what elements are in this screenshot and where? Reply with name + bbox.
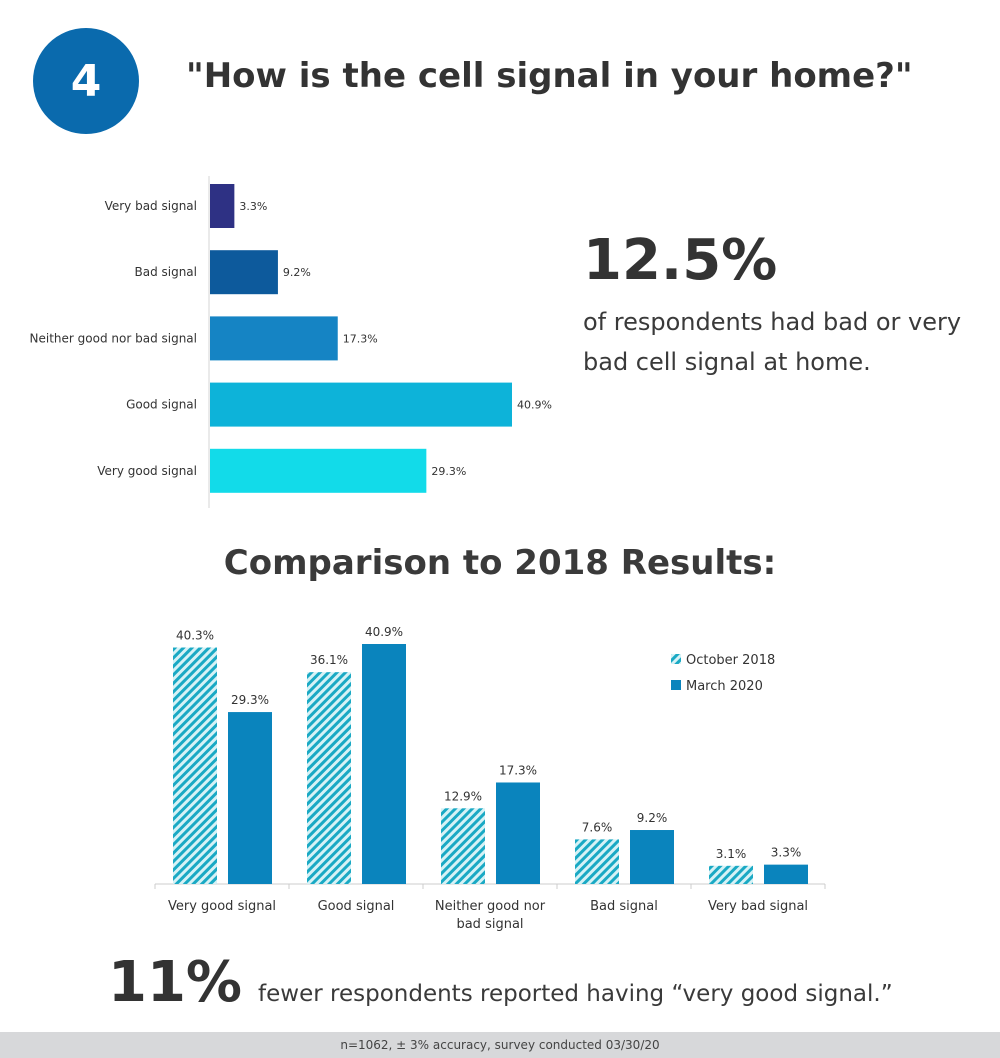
data-label: 12.9% [444, 789, 482, 803]
data-label: 3.1% [716, 847, 747, 861]
bar [210, 250, 278, 295]
stat-value: 12.5% [583, 228, 778, 293]
data-label: 9.2% [283, 266, 311, 279]
data-label: 3.3% [771, 846, 802, 860]
category-label: Good signal [126, 398, 197, 412]
bar [630, 830, 674, 884]
footer-note: n=1062, ± 3% accuracy, survey conducted … [0, 1032, 1000, 1058]
data-label: 3.3% [239, 200, 267, 213]
comparison-title: Comparison to 2018 Results: [223, 543, 777, 583]
data-label: 7.6% [582, 820, 613, 834]
bar [307, 672, 351, 884]
data-label: 17.3% [343, 332, 378, 345]
bar [496, 782, 540, 884]
data-label: 17.3% [499, 763, 537, 777]
bar [210, 448, 427, 493]
data-label: 40.9% [517, 399, 552, 412]
category-label: Very good signal [97, 464, 197, 478]
data-label: 29.3% [231, 693, 269, 707]
bar [441, 808, 485, 884]
bottom-stat-value: 11% [108, 950, 243, 1015]
bar [228, 712, 272, 884]
legend-swatch [671, 654, 681, 664]
data-label: 40.9% [365, 625, 403, 639]
question-title: "How is the cell signal in your home?" [186, 56, 913, 96]
stat-description: of respondents had bad or very bad cell … [583, 308, 962, 376]
question-number-badge: 4 [33, 28, 139, 134]
category-label: Neither good nor [435, 899, 546, 914]
bottom-stat-text: fewer respondents reported having “very … [258, 981, 893, 1007]
current-results-bar-chart: Very bad signal 3.3% Bad signal 9.2% Neither… [30, 176, 552, 508]
category-label: bad signal [456, 917, 523, 932]
bar [575, 839, 619, 884]
category-label: Bad signal [134, 265, 197, 279]
bottom-summary: 11% fewer respondents reported having “v… [108, 950, 893, 1015]
bar [210, 316, 338, 361]
legend-swatch [671, 680, 681, 690]
bar [210, 382, 512, 427]
category-label: Bad signal [590, 899, 658, 914]
data-label: 40.3% [176, 629, 214, 643]
category-label: Very bad signal [105, 199, 197, 213]
category-label: Very bad signal [708, 899, 808, 914]
category-label: Neither good nor bad signal [30, 331, 197, 345]
legend-label: October 2018 [686, 653, 775, 668]
bar [709, 865, 753, 884]
bar [764, 864, 808, 884]
legend-label: March 2020 [686, 679, 763, 694]
category-label: Very good signal [168, 899, 276, 914]
bar [210, 184, 235, 228]
data-label: 29.3% [431, 465, 466, 478]
category-label: Good signal [318, 899, 395, 914]
bar [362, 644, 406, 884]
bar [173, 647, 217, 884]
data-label: 9.2% [637, 811, 668, 825]
data-label: 36.1% [310, 653, 348, 667]
comparison-bar-chart: 40.3% 29.3% Very good signal 36.1% 40.9% Good… [154, 625, 826, 932]
